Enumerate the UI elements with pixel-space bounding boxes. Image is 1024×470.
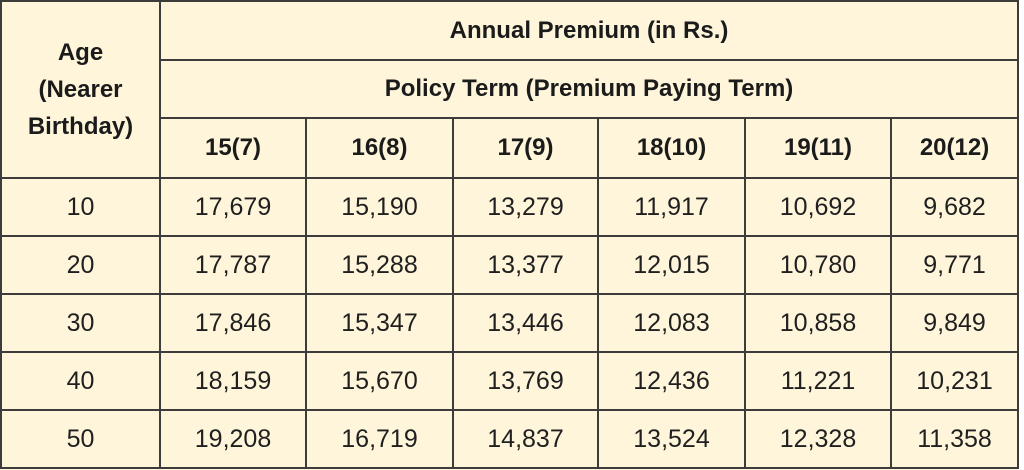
- age-column-header: Age (Nearer Birthday): [0, 0, 161, 179]
- premium-cell: 17,846: [159, 293, 307, 353]
- premium-cell: 13,377: [452, 235, 599, 295]
- age-header-line2: (Nearer: [38, 76, 123, 103]
- age-cell: 50: [0, 409, 161, 469]
- premium-cell: 13,769: [452, 351, 599, 411]
- column-header: 15(7): [159, 117, 307, 179]
- premium-cell: 19,208: [159, 409, 307, 469]
- premium-cell: 11,917: [597, 177, 746, 237]
- column-header: 18(10): [597, 117, 746, 179]
- table-row: 20 17,787 15,288 13,377 12,015 10,780 9,…: [0, 235, 1020, 295]
- table-row: 50 19,208 16,719 14,837 13,524 12,328 11…: [0, 409, 1020, 469]
- column-header: 19(11): [744, 117, 892, 179]
- premium-cell: 17,679: [159, 177, 307, 237]
- premium-cell: 13,446: [452, 293, 599, 353]
- age-cell: 40: [0, 351, 161, 411]
- premium-cell: 11,358: [889, 409, 1020, 469]
- premium-cell: 10,692: [744, 177, 892, 237]
- premium-cell: 18,159: [159, 351, 307, 411]
- premium-cell: 17,787: [159, 235, 307, 295]
- age-cell: 20: [0, 235, 161, 295]
- premium-cell: 15,190: [305, 177, 454, 237]
- premium-cell: 12,436: [597, 351, 746, 411]
- premium-cell: 11,221: [744, 351, 892, 411]
- premium-cell: 16,719: [305, 409, 454, 469]
- table-row: 10 17,679 15,190 13,279 11,917 10,692 9,…: [0, 177, 1020, 237]
- premium-cell: 13,524: [597, 409, 746, 469]
- premium-cell: 13,279: [452, 177, 599, 237]
- premium-cell: 15,347: [305, 293, 454, 353]
- premium-cell: 10,780: [744, 235, 892, 295]
- age-header-line3: Birthday): [27, 113, 134, 140]
- premium-cell: 10,858: [744, 293, 892, 353]
- table-subtitle: Policy Term (Premium Paying Term): [158, 59, 1020, 119]
- table-title: Annual Premium (in Rs.): [158, 0, 1020, 61]
- premium-cell: 10,231: [889, 351, 1020, 411]
- column-header: 16(8): [305, 117, 454, 179]
- table-row: 40 18,159 15,670 13,769 12,436 11,221 10…: [0, 351, 1020, 411]
- age-cell: 30: [0, 293, 161, 353]
- premium-cell: 14,837: [452, 409, 599, 469]
- premium-cell: 9,771: [889, 235, 1020, 295]
- age-cell: 10: [0, 177, 161, 237]
- premium-cell: 15,288: [305, 235, 454, 295]
- premium-cell: 9,682: [889, 177, 1020, 237]
- column-header: 20(12): [889, 117, 1020, 179]
- premium-cell: 12,015: [597, 235, 746, 295]
- table-row: 30 17,846 15,347 13,446 12,083 10,858 9,…: [0, 293, 1020, 353]
- premium-cell: 12,083: [597, 293, 746, 353]
- column-header: 17(9): [452, 117, 599, 179]
- premium-cell: 12,328: [744, 409, 892, 469]
- premium-cell: 15,670: [305, 351, 454, 411]
- premium-cell: 9,849: [889, 293, 1020, 353]
- age-header-line1: Age: [57, 39, 104, 66]
